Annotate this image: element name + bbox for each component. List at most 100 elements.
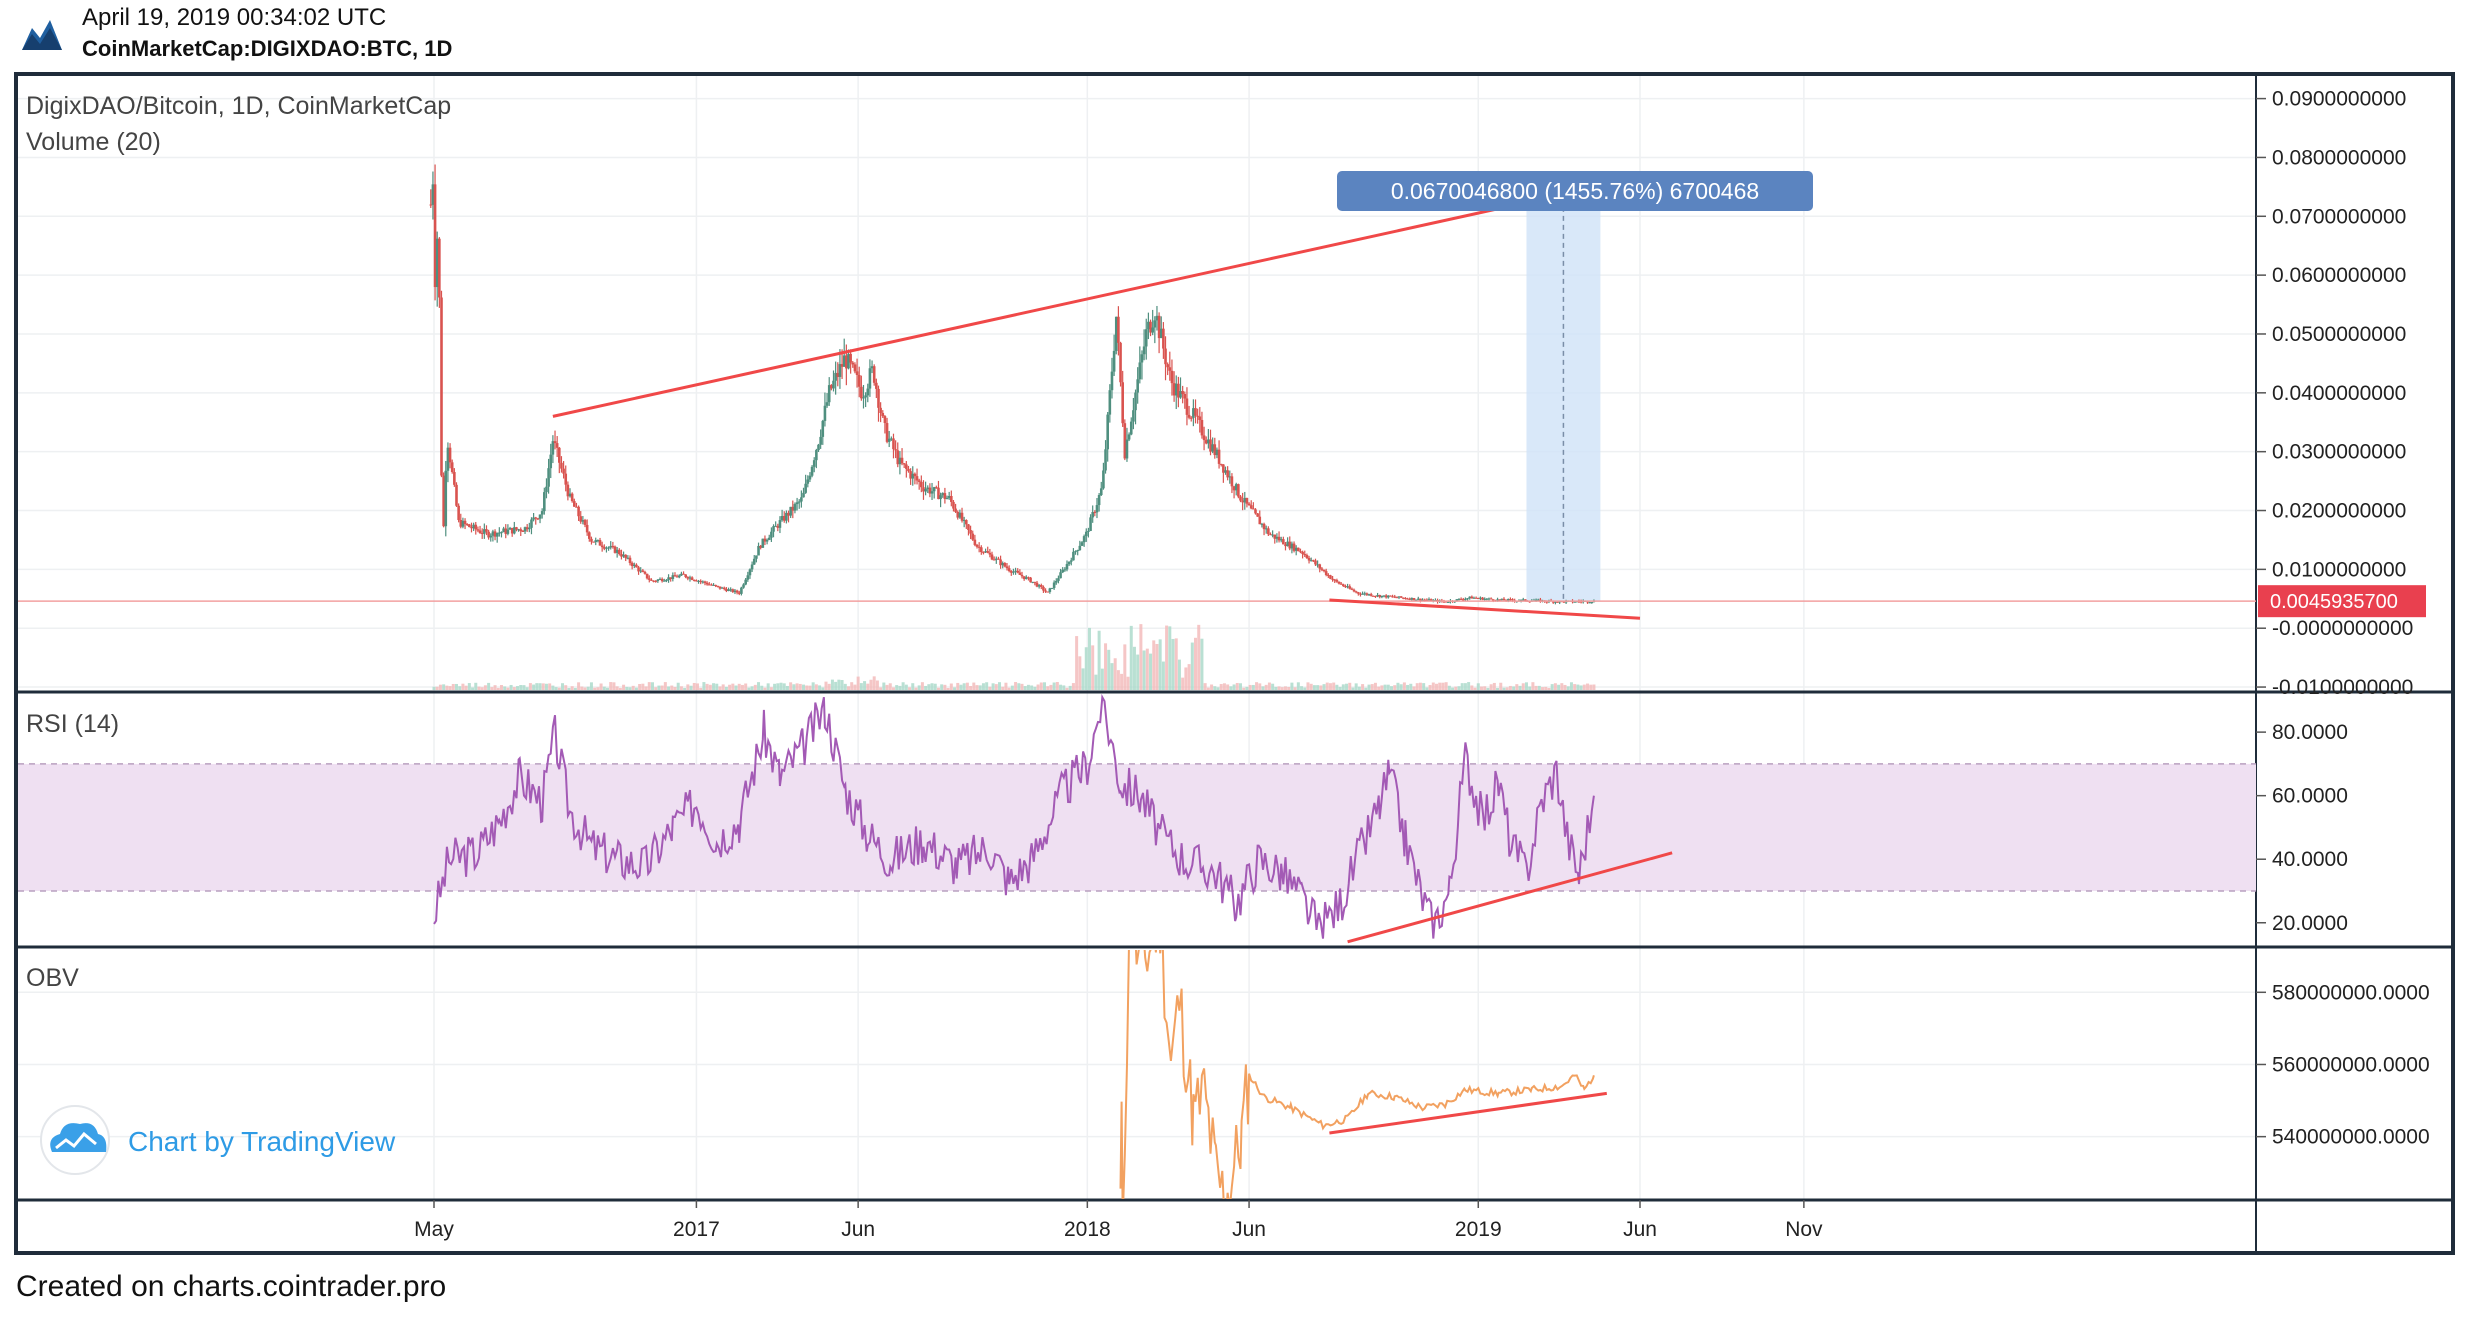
volume-bar-324	[1473, 687, 1477, 690]
obv-trendline[interactable]	[1329, 1091, 1608, 1135]
candle-268	[1003, 562, 1007, 568]
candle-27	[487, 529, 490, 540]
volume-bar-155	[930, 683, 934, 690]
candle-335	[1147, 312, 1150, 340]
volume-bar-281	[1335, 684, 1339, 690]
volume-bar-65	[641, 683, 645, 690]
candle-54	[545, 478, 548, 499]
volume-bar-75	[673, 686, 677, 690]
candle-84	[609, 541, 613, 550]
candle-115	[675, 574, 679, 578]
volume-bar-340	[1524, 682, 1528, 690]
volume-bar-239	[1200, 638, 1204, 690]
volume-bar-104	[766, 683, 770, 690]
volume-bar-345	[1541, 687, 1545, 690]
candle-454	[1401, 597, 1405, 600]
volume-bar-49	[589, 682, 593, 690]
candle-141	[731, 588, 735, 593]
volume-bar-225	[1155, 643, 1159, 690]
volume-bar-258	[1261, 686, 1265, 690]
candle-67	[573, 498, 576, 507]
candle-222	[905, 461, 908, 478]
candle-270	[1007, 565, 1011, 573]
candle-215	[890, 436, 893, 441]
candle-425	[1339, 582, 1343, 585]
candle-30	[493, 529, 497, 541]
candle-366	[1213, 437, 1217, 459]
candle-399	[1284, 542, 1287, 551]
volume-bar-44	[573, 687, 577, 690]
candle-370	[1222, 464, 1225, 483]
candle-212	[883, 415, 887, 434]
volume-bar-116	[805, 685, 809, 690]
candle-107	[658, 577, 662, 580]
volume-bar-256	[1255, 682, 1259, 690]
candle-39	[513, 521, 516, 535]
volume-bar-336	[1512, 686, 1516, 690]
candle-237	[937, 480, 940, 500]
obv-pane[interactable]: 580000000.0000 560000000.0000 540000000.00…	[26, 899, 2430, 1227]
volume-bar-238	[1197, 624, 1201, 690]
candle-9	[448, 443, 452, 469]
candle-13	[457, 503, 460, 523]
volume-bar-119	[814, 684, 818, 690]
candle-128	[703, 580, 707, 586]
volume-bar-309	[1425, 687, 1429, 690]
price-candles[interactable]	[429, 164, 1596, 605]
candle-97	[637, 565, 640, 575]
volume-bar-112	[792, 684, 796, 690]
obv-axis-label-1: 560000000.0000	[2272, 1053, 2430, 1076]
volume-bar-175	[994, 684, 998, 690]
volume-bar-234	[1184, 667, 1188, 690]
candle-140	[729, 587, 732, 592]
rsi-pane[interactable]: 80.0000 60.0000 40.0000 20.0000 RSI (14)	[18, 693, 2348, 944]
candle-357	[1194, 399, 1197, 424]
candle-236	[935, 485, 938, 489]
volume-bar-236	[1190, 642, 1194, 690]
candle-102	[647, 575, 651, 583]
volume-bar-232	[1177, 659, 1181, 690]
volume-bar-85	[705, 683, 709, 690]
candle-429	[1348, 584, 1352, 590]
pane-separators	[18, 76, 2452, 1252]
candle-41	[517, 528, 520, 532]
volume-bar-346	[1544, 686, 1548, 690]
candle-359	[1198, 406, 1202, 433]
price-range-measure[interactable]	[1526, 206, 1601, 602]
price-axis-label-7: 0.0200000000	[2272, 500, 2406, 523]
volume-bar-337	[1515, 684, 1519, 690]
price-pane[interactable]: 0.0900000000 0.0800000000 0.0700000000 0.06…	[18, 88, 2426, 699]
candle-254	[973, 534, 977, 547]
candle-85	[611, 541, 615, 549]
candle-418	[1324, 568, 1328, 577]
candle-379	[1241, 492, 1244, 511]
rsi-trendline[interactable]	[1347, 851, 1673, 944]
price-pane-title: DigixDAO/Bitcoin, 1D, CoinMarketCap	[26, 92, 451, 120]
tradingview-watermark[interactable]: Chart by TradingView	[40, 1105, 396, 1175]
volume-bar-208	[1100, 668, 1104, 690]
candle-443	[1378, 594, 1382, 599]
candle-265	[997, 556, 1000, 560]
candle-175	[804, 474, 807, 494]
price-axis-label-4: 0.0500000000	[2272, 323, 2406, 346]
volume-bar-235	[1187, 664, 1191, 690]
candle-213	[885, 417, 889, 444]
volume-bar-173	[988, 686, 992, 690]
candle-19	[470, 522, 473, 533]
price-axis-label-5: 0.0400000000	[2272, 382, 2406, 405]
candle-344	[1166, 362, 1169, 376]
obv-line[interactable]	[1119, 899, 1595, 1227]
candle-51	[538, 514, 542, 524]
volume-bar-52	[599, 683, 603, 690]
candle-217	[894, 440, 897, 459]
candle-134	[716, 585, 720, 588]
candle-481	[1459, 597, 1463, 600]
volume-bar-154	[927, 684, 931, 690]
candle-147	[744, 578, 747, 586]
price-trendline-1	[1329, 598, 1641, 620]
candle-50	[536, 517, 540, 521]
candle-205	[868, 359, 872, 397]
rsi-line[interactable]	[433, 693, 1595, 939]
candle-77	[594, 537, 598, 546]
price-trendlines[interactable]	[552, 188, 1641, 620]
